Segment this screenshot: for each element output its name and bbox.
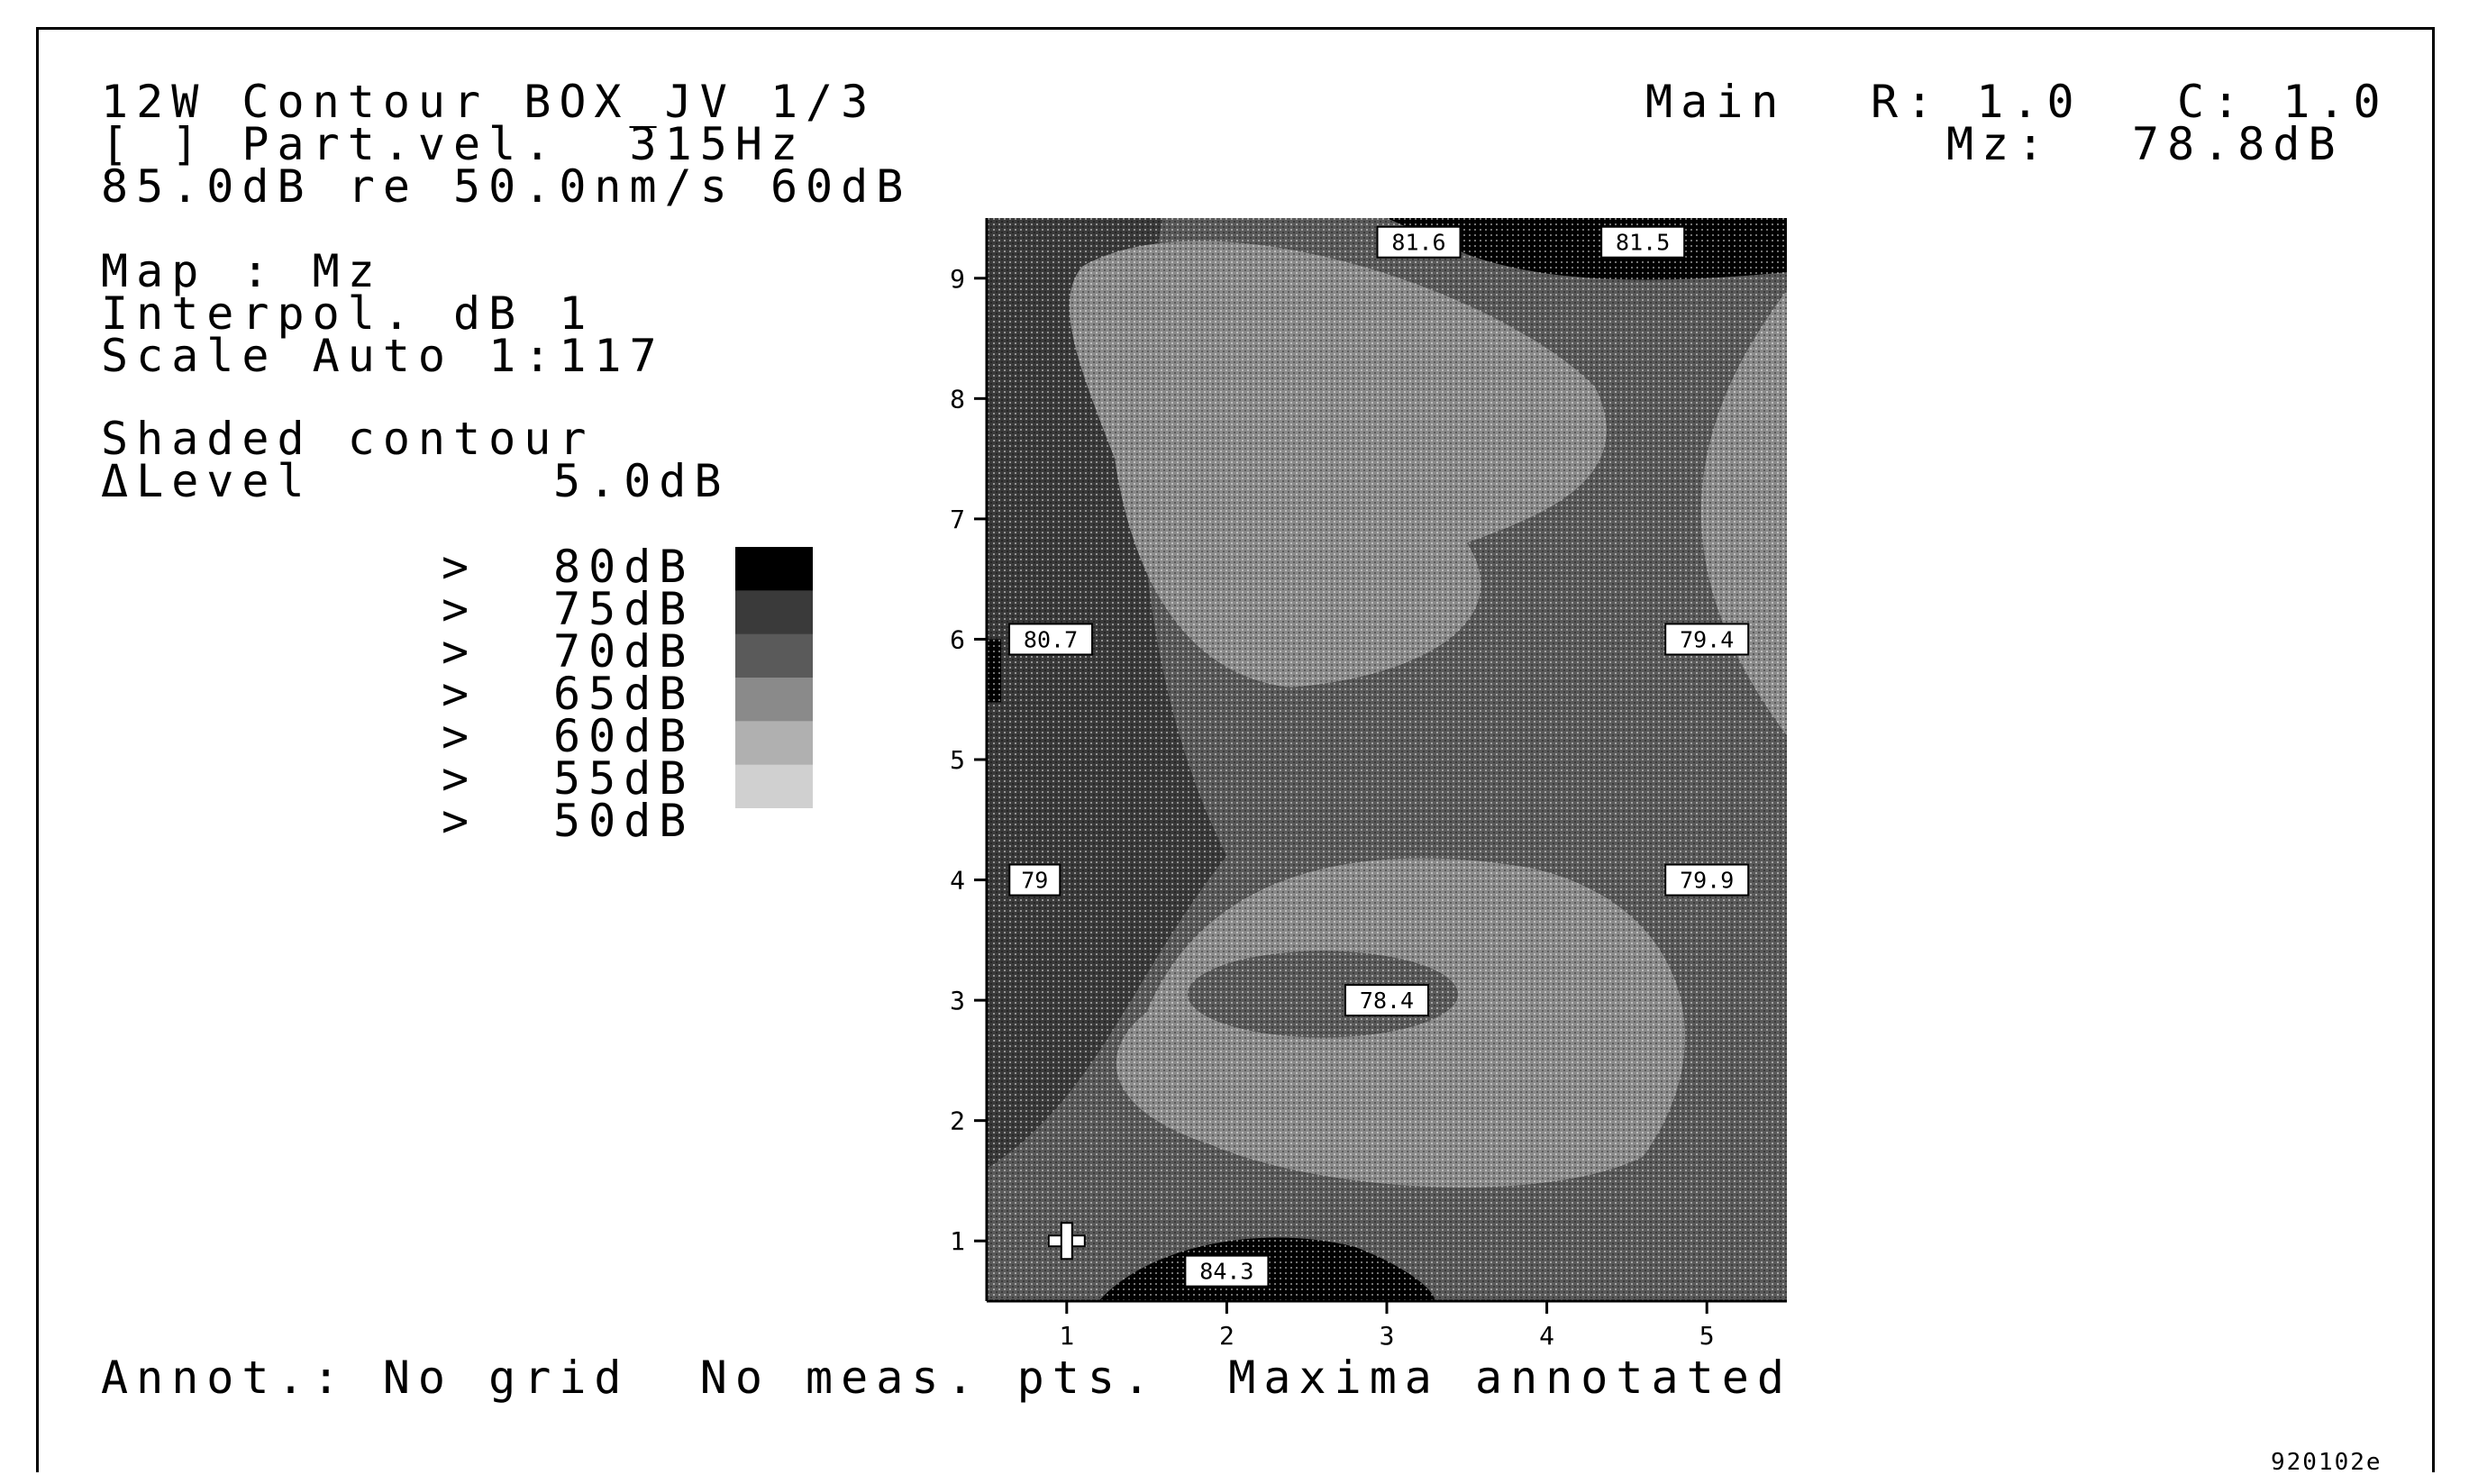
y-tick-label: 1: [950, 1226, 965, 1256]
maximum-value: 79: [1021, 868, 1048, 894]
maximum-label-box: [1664, 623, 1750, 656]
y-tick-label: 2: [950, 1106, 965, 1136]
maximum-label-box: [1184, 1254, 1270, 1288]
legend-swatch: [735, 547, 813, 591]
x-tick-label: 3: [1380, 1321, 1395, 1351]
mz-label: Mz:: [1946, 118, 2053, 170]
figure-code: 920102e: [2271, 1449, 2382, 1476]
maximum-value: 78.4: [1360, 988, 1414, 1014]
maximum-label-box: [1664, 863, 1750, 897]
y-tick-label: 5: [950, 745, 965, 775]
maximum-value: 84.3: [1199, 1259, 1253, 1285]
maximum-annotation: 78.4: [1344, 984, 1429, 1017]
legend-swatch: [735, 721, 813, 766]
legend-level-label: 65dB: [553, 668, 695, 720]
y-tick-label: 9: [950, 264, 965, 294]
x-tick-label: 5: [1699, 1321, 1715, 1351]
legend-marker: >: [442, 795, 478, 847]
maximum-annotation: 81.5: [1600, 225, 1686, 259]
shaded-contour-label: Shaded contour: [101, 413, 595, 465]
legend-marker: >: [442, 710, 478, 762]
main-label: Main: [1645, 76, 1787, 128]
y-tick-label: 4: [950, 866, 965, 896]
delta-level-label: ΔLevel: [101, 455, 313, 507]
legend-marker: >: [442, 668, 478, 720]
maximum-value: 79.4: [1680, 626, 1734, 652]
maximum-label-box: [1008, 623, 1094, 656]
maximum-annotation: 81.6: [1376, 225, 1462, 259]
maximum-annotation: 79.4: [1664, 623, 1750, 656]
row-label: R: 1.0: [1871, 76, 2082, 128]
column-label: C: 1.0: [2177, 76, 2389, 128]
header-reference-line: 85.0dB re 50.0nm/s 60dB: [101, 160, 912, 213]
legend-marker: >: [442, 541, 478, 593]
contour-map: 1 2 3 4 5 6 7 8 9 1 2 3 4 5 81.6 81.5 80.7 79.4 79 79.9 78.4…: [950, 218, 1787, 1351]
y-tick-label: 8: [950, 384, 965, 414]
maximum-value: 79.9: [1680, 868, 1734, 894]
legend-level-label: 80dB: [553, 541, 695, 593]
crosshair-cursor-icon[interactable]: [1047, 1222, 1086, 1261]
maximum-value: 81.5: [1616, 230, 1670, 256]
x-tick-label: 2: [1219, 1321, 1234, 1351]
legend-marker: >: [442, 752, 478, 805]
interpolation-setting: Interpol. dB 1: [101, 287, 595, 340]
y-tick-label: 7: [950, 505, 965, 534]
maximum-label-box: [1344, 984, 1429, 1017]
map-setting: Map : Mz: [101, 245, 383, 297]
maximum-annotation: 79: [1008, 863, 1061, 897]
maximum-value: 80.7: [1024, 626, 1078, 652]
annotation-footer: Annot.: No grid No meas. pts. Maxima ann…: [101, 1352, 1792, 1404]
legend-marker: >: [442, 625, 478, 678]
maximum-annotation: 84.3: [1184, 1254, 1270, 1288]
dither-overlay: [987, 218, 1787, 1301]
legend-level-label: 60dB: [553, 710, 695, 762]
maximum-label-box: [1008, 863, 1061, 897]
display-frame: [36, 27, 2435, 1472]
legend-level-label: 55dB: [553, 752, 695, 805]
maximum-annotation: 79.9: [1664, 863, 1750, 897]
maximum-label-box: [1600, 225, 1686, 259]
mz-value: 78.8dB: [2132, 118, 2344, 170]
maximum-annotation: 80.7: [1008, 623, 1094, 656]
legend-swatch: [735, 764, 813, 808]
legend-level-label: 75dB: [553, 583, 695, 635]
scale-setting: Scale Auto 1:117: [101, 330, 665, 382]
maximum-label-box: [1376, 225, 1462, 259]
delta-level-value: 5.0dB: [553, 455, 730, 507]
legend-level-label: 50dB: [553, 795, 695, 847]
x-tick-label: 1: [1059, 1321, 1074, 1351]
header-title-line: 12W Contour BOX_JV 1/3: [101, 76, 877, 128]
y-tick-label: 6: [950, 624, 965, 654]
legend-swatches: [735, 547, 813, 808]
legend-marker: >: [442, 583, 478, 635]
y-tick-label: 3: [950, 986, 965, 1015]
legend-swatch: [735, 678, 813, 722]
legend-swatch: [735, 590, 813, 635]
maximum-value: 81.6: [1391, 230, 1445, 256]
legend-level-label: 70dB: [553, 625, 695, 678]
legend-swatch: [735, 633, 813, 678]
header-measurement-line: [ ] Part.vel. 315Hz: [101, 118, 806, 170]
cursor-vertical-bar: [1060, 1222, 1073, 1261]
x-tick-label: 4: [1539, 1321, 1554, 1351]
